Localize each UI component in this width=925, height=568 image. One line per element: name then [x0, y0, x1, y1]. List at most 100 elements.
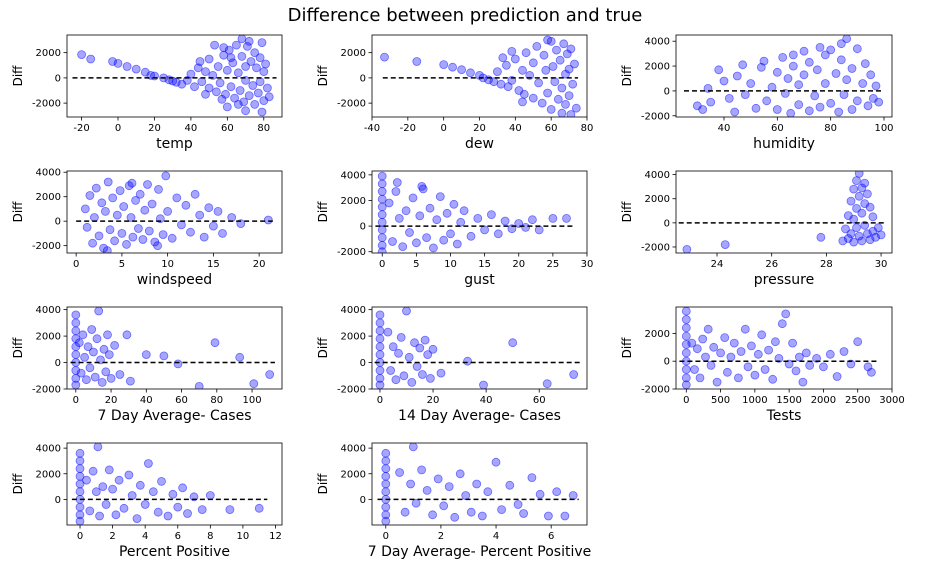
scatter-point — [860, 178, 870, 188]
scatter-point — [250, 48, 260, 58]
scatter-point — [222, 65, 232, 75]
scatter-point — [150, 71, 159, 81]
subplot-2: -40 -20 0 20 40 60 80 -2000 0 2000 dew Diff — [316, 34, 594, 152]
x-tick-label: 80 — [581, 123, 594, 134]
scatter-point — [88, 238, 97, 248]
scatter-point — [507, 47, 517, 56]
scatter-point — [377, 225, 387, 235]
scatter-point — [455, 469, 465, 479]
scatter-point — [439, 501, 449, 511]
y-tick-label: 0 — [360, 222, 366, 233]
scatter-point — [528, 93, 538, 103]
x-axis-label: Percent Positive — [119, 544, 230, 560]
scatter-point — [131, 64, 141, 74]
y-tick-label: 2000 — [36, 192, 61, 203]
scatter-point — [479, 380, 488, 389]
x-tick-label: 2000 — [811, 395, 836, 406]
scatter-point — [190, 189, 200, 199]
y-tick-label: 2000 — [341, 332, 366, 343]
subplot-8: 0 20 40 60 -2000 0 2000 4000 14 Day Average- Cas… — [316, 305, 588, 424]
scatter-point — [771, 337, 780, 347]
scatter-point — [171, 77, 181, 87]
scatter-point — [176, 220, 186, 230]
scatter-point — [186, 227, 195, 237]
scatter-point — [110, 236, 119, 246]
scatter-point — [144, 226, 154, 236]
x-tick-label: 20 — [473, 123, 486, 134]
scatter-point — [865, 235, 875, 245]
scatter-point — [91, 183, 101, 193]
scatter-point — [550, 77, 560, 87]
scatter-point — [377, 171, 387, 181]
x-tick-label: 15 — [207, 259, 220, 270]
x-axis-label: pressure — [754, 272, 814, 288]
scatter-point — [812, 353, 821, 363]
x-tick-label: 10 — [161, 259, 174, 270]
x-tick-label: 40 — [718, 123, 731, 134]
scatter-point — [80, 352, 89, 362]
scatter-point — [135, 480, 145, 490]
scatter-point — [446, 229, 455, 239]
scatter-point — [768, 374, 778, 384]
scatter-point — [491, 457, 501, 467]
scatter-point — [557, 83, 567, 93]
x-tick-label: 4 — [142, 531, 148, 542]
scatter-point — [428, 344, 438, 354]
y-tick-label: 0 — [55, 495, 61, 506]
scatter-point — [213, 206, 223, 216]
scatter-point — [442, 208, 452, 218]
subplot-1: -20 0 20 40 60 80 -2000 0 2000 temp Diff — [11, 34, 283, 152]
scatter-point — [112, 210, 122, 220]
scatter-point — [826, 98, 836, 108]
scatter-point — [377, 210, 387, 220]
scatter-point — [161, 171, 171, 181]
y-tick-label: 2000 — [36, 469, 61, 480]
scatter-point — [825, 349, 835, 359]
x-tick-label: 25 — [547, 259, 560, 270]
scatter-point — [788, 338, 797, 348]
y-tick-label: 4000 — [341, 444, 366, 455]
axes-frame — [66, 34, 283, 118]
scatter-point — [492, 67, 502, 76]
scatter-point — [746, 79, 756, 88]
scatter-point — [375, 326, 385, 336]
scatter-point — [786, 108, 796, 117]
scatter-point — [846, 229, 856, 239]
scatter-point — [681, 373, 691, 383]
scatter-point — [97, 377, 107, 387]
scatter-point — [115, 186, 125, 196]
scatter-point — [76, 368, 86, 378]
scatter-point — [375, 342, 385, 352]
scatter-point — [681, 331, 691, 341]
scatter-point — [375, 310, 385, 320]
scatter-point — [532, 42, 542, 51]
scatter-point — [74, 338, 84, 348]
scatter-point — [839, 347, 849, 356]
scatter-point — [799, 46, 809, 56]
scatter-point — [854, 231, 864, 241]
scatter-point — [459, 206, 469, 216]
scatter-point — [101, 206, 110, 216]
scatter-point — [381, 487, 391, 497]
scatter-point — [396, 332, 406, 342]
scatter-point — [417, 370, 427, 379]
scatter-point — [133, 224, 143, 233]
y-axis-label: Diff — [620, 337, 634, 359]
y-tick-label: -2000 — [32, 385, 61, 396]
scatter-point — [448, 62, 458, 72]
scatter-point — [377, 187, 387, 196]
scatter-point — [159, 351, 169, 361]
scatter-point — [219, 43, 229, 52]
x-tick-label: 0 — [73, 259, 79, 270]
scatter-point — [117, 228, 127, 238]
scatter-point — [543, 35, 552, 45]
scatter-point — [75, 516, 85, 525]
scatter-point — [140, 205, 150, 215]
y-tick-label: -2000 — [641, 242, 670, 253]
scatter-series — [71, 307, 275, 389]
scatter-point — [497, 505, 507, 515]
scatter-point — [186, 69, 196, 79]
axes-frame — [675, 306, 893, 390]
y-tick-label: 0 — [55, 73, 61, 84]
x-tick-label: 5 — [119, 259, 125, 270]
